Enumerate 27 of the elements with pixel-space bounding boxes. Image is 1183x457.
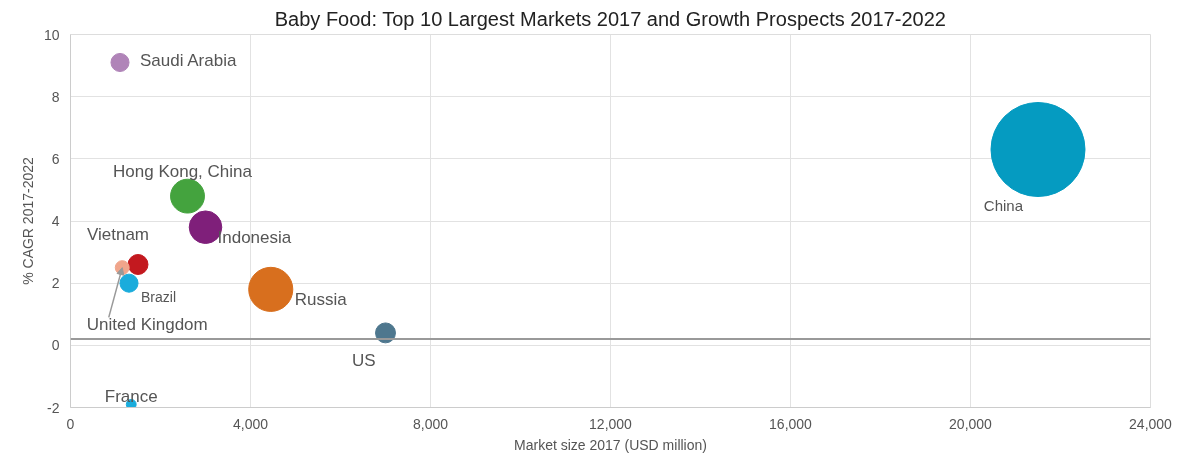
y-tick-label: 0 [51, 337, 60, 354]
y-tick-label: 8 [51, 88, 60, 105]
series-label: Indonesia [217, 227, 292, 247]
y-tick-label: 10 [43, 26, 60, 43]
x-axis-title: Market size 2017 (USD million) [514, 436, 707, 453]
y-axis-title: % CAGR 2017-2022 [19, 156, 36, 285]
series-label: Saudi Arabia [140, 50, 237, 70]
x-tick-label: 4,000 [232, 415, 269, 432]
series-label: China [983, 197, 1024, 215]
y-tick-label: 6 [51, 150, 60, 167]
y-tick-label: -2 [47, 399, 60, 416]
series-label: US [351, 351, 376, 371]
y-tick-label: 2 [51, 275, 60, 292]
series-label: Brazil [141, 289, 177, 306]
x-tick-label: 20,000 [949, 415, 993, 432]
chart-title: Baby Food: Top 10 Largest Markets 2017 and Growth Prospects 2017-2022 [274, 7, 946, 30]
x-tick-label: 16,000 [769, 415, 813, 432]
series-label: Russia [294, 289, 348, 309]
x-tick-label: 12,000 [589, 415, 633, 432]
series-label: Hong Kong, China [113, 161, 253, 181]
series-label: Vietnam [86, 225, 150, 245]
series-label: France [104, 386, 158, 406]
text: United Kingdom [86, 315, 208, 335]
x-tick-label: 0 [66, 415, 75, 432]
x-tick-label: 24,000 [1129, 415, 1173, 432]
y-tick-label: 4 [51, 213, 60, 229]
x-tick-label: 8,000 [412, 415, 449, 432]
